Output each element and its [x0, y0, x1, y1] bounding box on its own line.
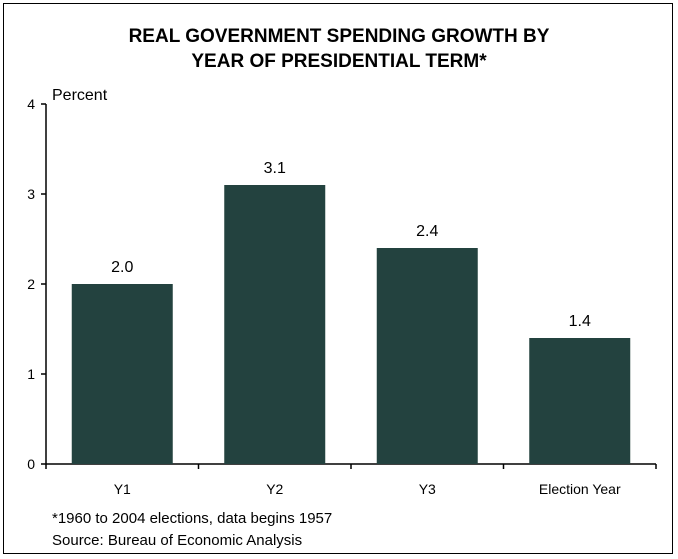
y-tick-label: 4	[27, 96, 35, 112]
y-tick-label: 1	[27, 366, 35, 382]
y-axis-label: Percent	[52, 87, 108, 104]
x-tick-label: Y2	[266, 481, 283, 497]
data-label: 2.0	[111, 259, 133, 276]
x-tick-label: Y3	[419, 481, 436, 497]
x-tick-label: Election Year	[539, 481, 621, 497]
bar	[529, 338, 631, 464]
data-label: 3.1	[264, 160, 286, 177]
bar	[71, 284, 173, 464]
chart-title: REAL GOVERNMENT SPENDING GROWTH BY YEAR …	[0, 24, 678, 74]
x-tick-label: Y1	[114, 481, 131, 497]
y-tick-label: 0	[27, 456, 35, 472]
chart-title-line-1: REAL GOVERNMENT SPENDING GROWTH BY	[128, 26, 550, 47]
bar	[376, 248, 478, 464]
data-label: 1.4	[569, 313, 591, 330]
y-tick-label: 3	[27, 186, 35, 202]
bar	[224, 185, 326, 464]
y-tick-label: 2	[27, 276, 35, 292]
source-note: Source: Bureau of Economic Analysis	[52, 532, 303, 549]
footnote: *1960 to 2004 elections, data begins 195…	[52, 510, 333, 527]
chart-title-line-2: YEAR OF PRESIDENTIAL TERM*	[191, 51, 487, 72]
data-label: 2.4	[416, 223, 438, 240]
